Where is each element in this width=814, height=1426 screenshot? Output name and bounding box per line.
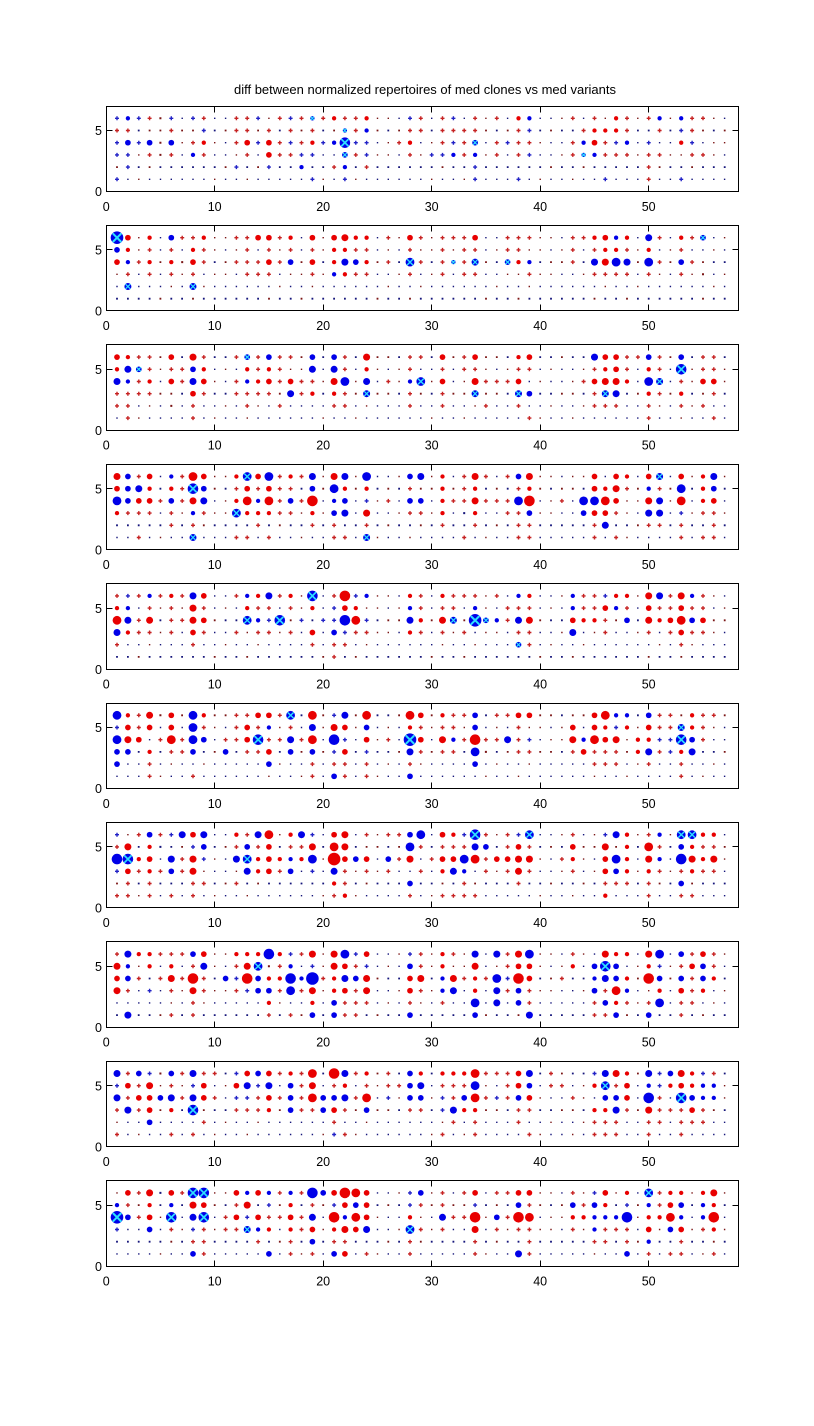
svg-text:40: 40 bbox=[533, 558, 547, 572]
svg-text:20: 20 bbox=[316, 1036, 330, 1050]
svg-text:20: 20 bbox=[316, 797, 330, 811]
svg-text:10: 10 bbox=[208, 1274, 222, 1288]
svg-text:5: 5 bbox=[95, 363, 102, 377]
svg-text:30: 30 bbox=[425, 1155, 439, 1169]
svg-text:20: 20 bbox=[316, 558, 330, 572]
svg-text:10: 10 bbox=[208, 1036, 222, 1050]
svg-text:0: 0 bbox=[95, 1021, 102, 1035]
svg-text:0: 0 bbox=[95, 663, 102, 677]
svg-text:50: 50 bbox=[642, 677, 656, 691]
svg-text:50: 50 bbox=[642, 439, 656, 453]
svg-text:30: 30 bbox=[425, 1036, 439, 1050]
svg-text:50: 50 bbox=[642, 1036, 656, 1050]
svg-text:30: 30 bbox=[425, 797, 439, 811]
svg-text:20: 20 bbox=[316, 200, 330, 214]
svg-text:50: 50 bbox=[642, 319, 656, 333]
svg-text:50: 50 bbox=[642, 1274, 656, 1288]
svg-text:40: 40 bbox=[533, 916, 547, 930]
svg-text:5: 5 bbox=[95, 1199, 102, 1213]
svg-text:30: 30 bbox=[425, 319, 439, 333]
svg-text:50: 50 bbox=[642, 558, 656, 572]
svg-text:40: 40 bbox=[533, 677, 547, 691]
svg-text:5: 5 bbox=[95, 244, 102, 258]
svg-text:40: 40 bbox=[533, 439, 547, 453]
svg-text:0: 0 bbox=[95, 305, 102, 319]
svg-text:10: 10 bbox=[208, 558, 222, 572]
svg-text:5: 5 bbox=[95, 960, 102, 974]
svg-text:0: 0 bbox=[103, 558, 110, 572]
svg-text:30: 30 bbox=[425, 439, 439, 453]
svg-text:0: 0 bbox=[103, 1036, 110, 1050]
svg-text:10: 10 bbox=[208, 1155, 222, 1169]
svg-text:40: 40 bbox=[533, 319, 547, 333]
svg-text:50: 50 bbox=[642, 200, 656, 214]
svg-text:5: 5 bbox=[95, 602, 102, 616]
svg-text:0: 0 bbox=[95, 185, 102, 199]
svg-text:5: 5 bbox=[95, 482, 102, 496]
svg-text:10: 10 bbox=[208, 439, 222, 453]
svg-text:40: 40 bbox=[533, 1274, 547, 1288]
svg-text:0: 0 bbox=[103, 200, 110, 214]
svg-text:5: 5 bbox=[95, 721, 102, 735]
svg-text:5: 5 bbox=[95, 841, 102, 855]
svg-text:0: 0 bbox=[95, 424, 102, 438]
svg-text:30: 30 bbox=[425, 558, 439, 572]
svg-text:0: 0 bbox=[103, 916, 110, 930]
svg-text:0: 0 bbox=[103, 797, 110, 811]
svg-text:20: 20 bbox=[316, 1274, 330, 1288]
svg-text:20: 20 bbox=[316, 677, 330, 691]
svg-text:20: 20 bbox=[316, 439, 330, 453]
svg-text:diff between normalized repert: diff between normalized repertoires of m… bbox=[234, 82, 617, 97]
svg-text:10: 10 bbox=[208, 319, 222, 333]
svg-text:0: 0 bbox=[95, 543, 102, 557]
svg-text:50: 50 bbox=[642, 797, 656, 811]
svg-text:0: 0 bbox=[103, 319, 110, 333]
svg-text:50: 50 bbox=[642, 916, 656, 930]
svg-text:50: 50 bbox=[642, 1155, 656, 1169]
svg-text:40: 40 bbox=[533, 200, 547, 214]
svg-text:10: 10 bbox=[208, 200, 222, 214]
svg-text:20: 20 bbox=[316, 916, 330, 930]
svg-text:30: 30 bbox=[425, 1274, 439, 1288]
svg-text:0: 0 bbox=[95, 782, 102, 796]
svg-text:30: 30 bbox=[425, 200, 439, 214]
svg-text:0: 0 bbox=[103, 677, 110, 691]
svg-text:20: 20 bbox=[316, 319, 330, 333]
svg-text:40: 40 bbox=[533, 797, 547, 811]
svg-text:0: 0 bbox=[95, 1260, 102, 1274]
svg-text:30: 30 bbox=[425, 677, 439, 691]
svg-text:40: 40 bbox=[533, 1155, 547, 1169]
svg-text:5: 5 bbox=[95, 1079, 102, 1093]
svg-text:0: 0 bbox=[103, 1155, 110, 1169]
svg-text:30: 30 bbox=[425, 916, 439, 930]
svg-text:5: 5 bbox=[95, 124, 102, 138]
svg-text:0: 0 bbox=[103, 1274, 110, 1288]
svg-text:10: 10 bbox=[208, 916, 222, 930]
svg-text:10: 10 bbox=[208, 797, 222, 811]
svg-text:0: 0 bbox=[95, 1140, 102, 1154]
svg-text:20: 20 bbox=[316, 1155, 330, 1169]
svg-text:10: 10 bbox=[208, 677, 222, 691]
svg-text:0: 0 bbox=[103, 439, 110, 453]
svg-text:40: 40 bbox=[533, 1036, 547, 1050]
svg-text:0: 0 bbox=[95, 902, 102, 916]
